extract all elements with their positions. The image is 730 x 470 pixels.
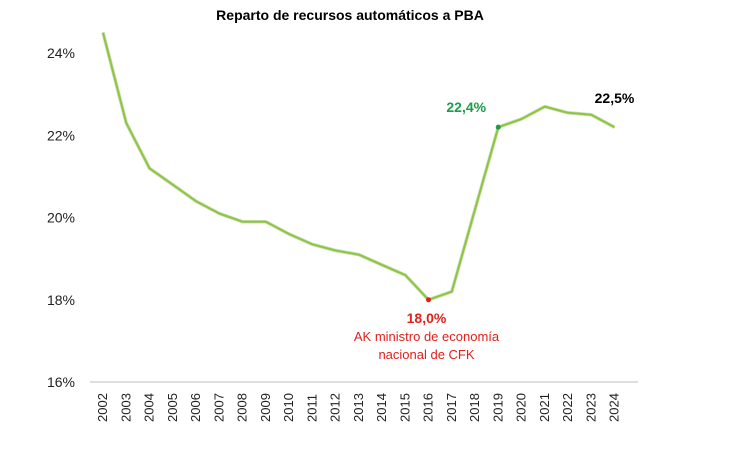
x-tick-label: 2004 [142, 393, 157, 422]
annotation-note-line1: AK ministro de economía [354, 329, 500, 344]
x-tick-label: 2022 [560, 393, 575, 422]
x-tick-label: 2012 [328, 393, 343, 422]
x-tick-label: 2010 [281, 393, 296, 422]
y-tick-label: 20% [47, 210, 75, 226]
y-tick-label: 22% [47, 127, 75, 143]
marker-2019 [495, 124, 501, 130]
x-tick-label: 2006 [188, 393, 203, 422]
x-tick-label: 2023 [583, 393, 598, 422]
x-tick-label: 2014 [374, 393, 389, 422]
x-tick-label: 2017 [444, 393, 459, 422]
x-tick-label: 2007 [211, 393, 226, 422]
x-tick-label: 2016 [421, 393, 436, 422]
annotations: 18,0% AK ministro de economía nacional de … [354, 90, 635, 362]
x-tick-label: 2013 [351, 393, 366, 422]
y-tick-label: 24% [47, 45, 75, 61]
x-tick-label: 2021 [537, 393, 552, 422]
annotation-label-2016: 18,0% [407, 310, 447, 326]
x-tick-label: 2008 [235, 393, 250, 422]
annotation-label-2024: 22,5% [595, 90, 635, 106]
chart-title: Reparto de recursos automáticos a PBA [216, 7, 484, 23]
x-tick-label: 2011 [304, 394, 319, 422]
x-tick-label: 2020 [514, 393, 529, 422]
x-tick-label: 2003 [118, 393, 133, 422]
y-tick-label: 16% [47, 374, 75, 390]
annotation-label-2019: 22,4% [446, 99, 486, 115]
x-tick-label: 2015 [397, 393, 412, 422]
x-tick-label: 2005 [165, 393, 180, 422]
y-tick-label: 18% [47, 292, 75, 308]
annotation-note-line2: nacional de CFK [378, 347, 474, 362]
series-line [102, 32, 615, 301]
x-tick-label: 2024 [607, 393, 622, 422]
series-line-shadow [101, 32, 616, 302]
x-axis: 2002 2003 2004 2005 2006 2007 2008 2009 2010 2011… [90, 381, 638, 422]
x-tick-label: 2002 [95, 393, 110, 422]
series-group [101, 32, 616, 302]
x-tick-label: 2019 [490, 393, 505, 422]
x-tick-label: 2009 [258, 393, 273, 422]
x-tick-label: 2018 [467, 393, 482, 422]
y-axis: 16% 18% 20% 22% 24% [47, 45, 75, 390]
marker-2016 [426, 297, 431, 303]
